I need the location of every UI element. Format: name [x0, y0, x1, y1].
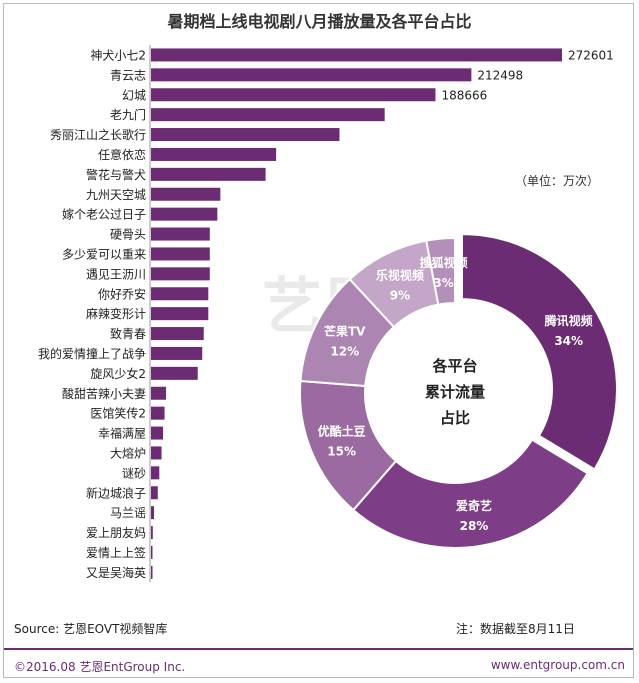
category-label: 警花与警犬	[86, 167, 146, 182]
donut-slice	[351, 438, 589, 549]
bar	[151, 426, 164, 440]
data-note: 注：数据截至8月11日	[456, 622, 575, 636]
category-label: 爱情上上签	[86, 545, 146, 560]
slice-percent: 3%	[433, 276, 453, 290]
bar	[151, 108, 385, 122]
category-label: 硬骨头	[110, 228, 146, 242]
category-label: 医馆笑传2	[90, 406, 146, 421]
category-label: 青云志	[110, 68, 146, 82]
bar	[151, 287, 209, 301]
donut-slice	[460, 233, 618, 471]
bar	[151, 486, 158, 500]
category-label: 我的爱情撞上了战争	[38, 346, 146, 361]
bar	[151, 68, 472, 82]
slice-percent: 12%	[330, 345, 359, 359]
bar	[151, 506, 155, 520]
slice-percent: 34%	[554, 334, 583, 348]
donut-center-label: 占比	[440, 409, 470, 427]
donut-slice	[425, 236, 456, 306]
category-label: 任意依恋	[98, 147, 146, 162]
category-label: 新边城浪子	[86, 485, 146, 500]
category-label: 嫁个老公过日子	[62, 207, 146, 222]
bar	[151, 267, 210, 281]
bar	[151, 227, 210, 241]
category-label: 老九门	[110, 107, 146, 122]
donut-center-label: 各平台	[431, 357, 477, 375]
category-label: 遇见王沥川	[86, 267, 146, 281]
bar	[151, 247, 210, 261]
slice-label: 乐视视频	[376, 268, 424, 283]
bar	[151, 128, 340, 142]
category-label: 致青春	[110, 327, 146, 341]
bar	[151, 565, 153, 579]
category-label: 大熔炉	[110, 445, 146, 460]
slice-label: 优酷土豆	[318, 423, 366, 438]
slice-percent: 9%	[390, 289, 410, 303]
slice-percent: 28%	[460, 519, 489, 533]
category-label: 秀丽江山之长歌行	[50, 127, 146, 142]
category-label: 又是吴海英	[86, 565, 146, 580]
category-label: 多少爱可以重来	[62, 247, 146, 261]
bar	[151, 446, 162, 460]
category-label: 幻城	[122, 88, 146, 102]
bar	[151, 406, 165, 420]
category-label: 神犬小七2	[90, 48, 146, 62]
category-label: 马兰谣	[110, 506, 146, 520]
bar-chart: 神犬小七2 272601 青云志 212498 幻城 188666 老九门秀丽江山之长歌行任…	[38, 45, 614, 583]
bar	[151, 466, 160, 480]
copyright-text: ©2016.08 艺恩EntGroup Inc.	[14, 660, 186, 674]
category-label: 麻辣变形计	[86, 306, 146, 321]
category-label: 旋风少女2	[90, 366, 146, 381]
bar-value-label: 188666	[441, 88, 487, 102]
bar	[151, 147, 277, 161]
category-label: 酸甜苦辣小夫妻	[62, 386, 146, 401]
donut-center-label: 累计流量	[425, 383, 485, 401]
slice-percent: 15%	[327, 444, 356, 458]
donut-chart: 腾讯视频 34% 爱奇艺 28% 优酷土豆 15% 芒果TV 12% 乐视视频 9% 搜狐视频 3% 各…	[299, 233, 618, 549]
bar	[151, 346, 203, 360]
category-label: 你好乔安	[98, 286, 146, 301]
slice-label: 芒果TV	[324, 324, 366, 339]
bar-value-label: 272601	[568, 48, 614, 62]
category-label: 九州天空城	[86, 188, 146, 202]
bar	[151, 366, 198, 380]
unit-label: （单位：万次）	[515, 174, 600, 188]
chart-title: 暑期档上线电视剧八月播放量及各平台占比	[167, 12, 472, 31]
bar-value-label: 212498	[477, 68, 523, 82]
bar	[151, 327, 204, 341]
bar	[151, 307, 209, 321]
bar	[151, 526, 153, 540]
slice-label: 腾讯视频	[544, 313, 593, 328]
bar	[151, 48, 562, 62]
bar	[151, 207, 218, 221]
bar	[151, 187, 221, 201]
category-label: 爱上朋友妈	[86, 526, 146, 540]
source-label: Source: 艺恩EOVT视频智库	[14, 622, 168, 636]
bar	[151, 545, 153, 559]
slice-label: 搜狐视频	[420, 255, 468, 270]
bar	[151, 88, 436, 102]
category-label: 谜砂	[122, 466, 146, 480]
donut-hole	[366, 304, 544, 482]
category-label: 幸福满屋	[98, 426, 146, 441]
slice-label: 爱奇艺	[456, 498, 492, 513]
footer: ©2016.08 艺恩EntGroup Inc. www.entgroup.co…	[4, 648, 633, 676]
website-link[interactable]: www.entgroup.com.cn	[490, 658, 625, 672]
bar	[151, 167, 266, 181]
bar	[151, 386, 167, 400]
